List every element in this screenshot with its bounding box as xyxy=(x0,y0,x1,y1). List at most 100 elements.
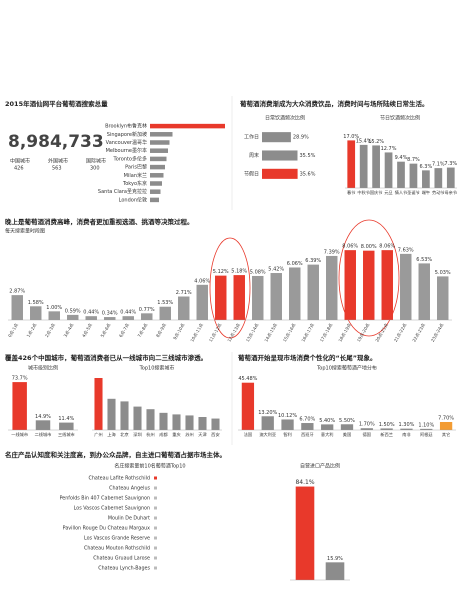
section-heading: 晚上是葡萄酒消费高峰，消费者更加重视选酒、挑酒等决策过程。 xyxy=(5,217,194,226)
chart-title: 日常饮酒频次比例 xyxy=(265,115,305,122)
bar xyxy=(159,412,168,430)
category-label: Santa Clara圣克拉拉 xyxy=(98,188,147,195)
bar xyxy=(281,419,294,430)
bar xyxy=(178,296,190,320)
category-label: 一线城市 xyxy=(11,431,28,438)
section-heading: 名庄产品认知度和关注度高，到办公众品牌，自主进口葡萄酒占据市场主体。 xyxy=(5,450,226,459)
bar xyxy=(380,428,393,430)
value-label: 15.9% xyxy=(327,556,343,562)
bar xyxy=(418,263,430,320)
bar xyxy=(326,255,338,320)
category-label: 3点-4点 xyxy=(63,323,76,339)
value-label: 5.12% xyxy=(213,269,229,275)
category-label: 19点-20点 xyxy=(356,323,371,344)
bar xyxy=(172,414,181,430)
bar xyxy=(185,415,194,430)
bar xyxy=(270,273,282,320)
bar xyxy=(215,275,227,320)
value-label: 15.2% xyxy=(368,139,384,145)
category-label: 9点-10点 xyxy=(172,323,186,341)
section-heading: 葡萄酒开始呈现市场消费个性化的“长尾”现象。 xyxy=(237,353,377,362)
wine-name: Chateau Gruaud Larose xyxy=(93,556,150,562)
row-marker xyxy=(154,556,157,560)
value-label: 5.42% xyxy=(268,267,284,273)
value-label: 0.77% xyxy=(139,307,155,313)
category-label: 其它 xyxy=(442,431,450,438)
category-label: 苏州 xyxy=(185,431,193,438)
category-label: 8点-9点 xyxy=(155,323,168,339)
value-label: 8.00% xyxy=(361,244,377,250)
bar xyxy=(94,378,103,430)
value-label: 11.4% xyxy=(58,416,74,422)
value-label: 13.20% xyxy=(258,410,277,416)
bar xyxy=(397,161,405,188)
section-heading: 覆盖426个中国城市，葡萄酒消费者已从一线城市向二三线城市渗透。 xyxy=(5,353,207,362)
category-label: 法国 xyxy=(244,431,252,438)
row-marker xyxy=(154,566,157,570)
value-label: 1.00% xyxy=(46,305,62,311)
category-label: 10点-11点 xyxy=(189,323,204,344)
chart-title: 名庄搜索量前10名葡萄酒Top10 xyxy=(114,463,185,470)
category-label: 2点-3点 xyxy=(44,323,57,339)
stat-label: 国际城市 xyxy=(86,158,106,165)
value-label: 1.30% xyxy=(399,422,415,428)
chart-title: 每天搜索量时段图 xyxy=(5,228,45,235)
bar xyxy=(150,164,165,170)
category-label: 天津 xyxy=(198,431,206,438)
category-label: 母亲节 xyxy=(444,189,457,196)
category-label: Paris巴黎 xyxy=(125,164,147,171)
category-label: Milan米兰 xyxy=(124,172,147,179)
bar xyxy=(301,423,314,430)
stat-label: 外国城市 xyxy=(48,158,68,165)
category-label: 端午 xyxy=(422,189,430,196)
chart-title: Top10搜索城市 xyxy=(139,365,175,372)
category-label: 1点-2点 xyxy=(26,323,39,339)
category-label: 澳大利亚 xyxy=(259,431,276,438)
bar xyxy=(262,168,298,179)
category-label: 22点-23点 xyxy=(411,323,426,344)
row-marker xyxy=(154,546,157,550)
row-marker xyxy=(154,506,157,510)
bar xyxy=(150,173,164,178)
wine-name: Chateau Lynch-Bages xyxy=(98,566,150,572)
value-label: 0.34% xyxy=(102,311,118,317)
value-label: 9.4% xyxy=(395,155,408,161)
bar xyxy=(446,167,455,188)
category-label: 23点-24点 xyxy=(430,323,445,344)
stat-value: 300 xyxy=(90,166,100,172)
category-label: 15点-16点 xyxy=(282,323,297,344)
category-label: Brooklyn布鲁克林 xyxy=(105,123,147,130)
bar xyxy=(307,264,319,320)
value-label: 12.7% xyxy=(381,146,397,152)
row-marker xyxy=(154,526,157,530)
chart-title: 城市级别比例 xyxy=(28,365,58,372)
category-label: London伦敦 xyxy=(119,196,147,203)
value-label: 7.39% xyxy=(324,249,340,255)
category-label: 成都 xyxy=(159,431,168,438)
category-label: 18点-19点 xyxy=(337,323,352,344)
wine-name: Chateau Lafite Rothschild xyxy=(88,476,150,482)
value-label: 1.70% xyxy=(359,422,375,428)
bar xyxy=(422,170,430,188)
bar xyxy=(360,428,373,430)
category-label: Vancouver温哥华 xyxy=(106,139,147,146)
wine-name: Chateau Mouton Rothschild xyxy=(84,546,150,552)
bar xyxy=(295,486,315,580)
row-marker xyxy=(154,476,157,480)
wine-name: Pavillon Rouge Du Chateau Margaux xyxy=(63,526,150,532)
category-label: 南非 xyxy=(402,431,410,438)
value-label: 5.18% xyxy=(231,269,247,275)
category-label: 14点-15点 xyxy=(263,323,278,344)
bar xyxy=(420,428,433,430)
bar xyxy=(150,148,168,153)
value-label: 84.1% xyxy=(295,479,314,486)
value-label: 14.9% xyxy=(35,414,51,420)
bar xyxy=(198,417,207,430)
bar xyxy=(150,123,225,129)
category-label: 国庆节 xyxy=(370,189,383,196)
category-label: 上海 xyxy=(107,431,116,438)
category-label: Tokyo东京 xyxy=(122,180,147,187)
bar xyxy=(12,382,27,430)
value-label: 10.12% xyxy=(278,413,297,419)
bar xyxy=(48,311,60,320)
